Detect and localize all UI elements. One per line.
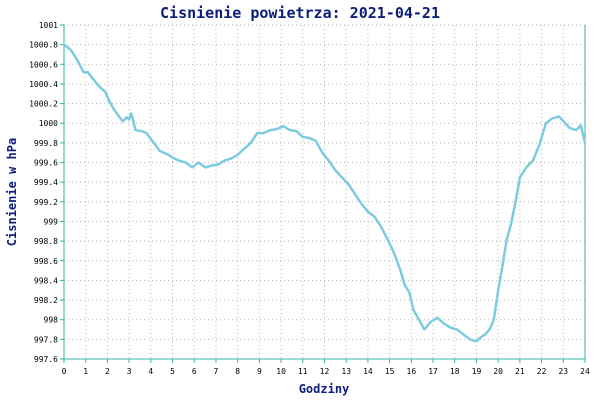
x-tick-label: 16 (407, 367, 417, 376)
y-tick-label: 998.4 (34, 276, 58, 285)
y-tick-label: 1001 (39, 21, 58, 30)
y-tick-label: 998.6 (34, 257, 58, 266)
x-tick-label: 1 (83, 367, 88, 376)
x-tick-label: 15 (385, 367, 395, 376)
x-tick-label: 14 (363, 367, 373, 376)
x-tick-label: 20 (493, 367, 503, 376)
chart-title: Cisnienie powietrza: 2021-04-21 (160, 4, 440, 22)
axes (63, 25, 586, 360)
x-axis-label: Godziny (299, 382, 350, 396)
x-tick-label: 21 (515, 367, 525, 376)
y-tick-label: 1000 (39, 119, 58, 128)
y-tick-label: 1000.6 (29, 60, 58, 69)
y-tick-label: 1000.2 (29, 100, 58, 109)
y-tick-label: 1000.8 (29, 41, 58, 50)
y-tick-label: 999.8 (34, 139, 58, 148)
y-tick-label: 997.8 (34, 335, 58, 344)
series-line-0 (62, 43, 587, 343)
x-tick-label: 17 (428, 367, 438, 376)
y-tick-label: 998.2 (34, 296, 58, 305)
y-tick-label: 997.6 (34, 355, 58, 364)
x-tick-label: 0 (62, 367, 67, 376)
x-tick-label: 2 (105, 367, 110, 376)
x-tick-label: 13 (341, 367, 351, 376)
x-tick-label: 4 (148, 367, 153, 376)
y-axis-ticks: 997.6 997.8 998 998.2 998.4 998.6 998.8 999 999.… (29, 21, 64, 364)
x-tick-label: 23 (558, 367, 568, 376)
x-axis-ticks: 0 1 2 3 4 5 6 7 8 9 10 11 12 13 14 15 16 17 18 19 20 21 22 23 24 (62, 359, 590, 376)
x-tick-label: 10 (276, 367, 286, 376)
y-tick-label: 999 (44, 217, 59, 226)
y-tick-label: 999.4 (34, 178, 58, 187)
y-tick-label: 998.8 (34, 237, 58, 246)
series-group (62, 43, 587, 343)
x-tick-label: 7 (214, 367, 219, 376)
y-tick-label: 999.6 (34, 159, 58, 168)
y-tick-label: 1000.4 (29, 80, 58, 89)
grid (63, 24, 586, 360)
x-tick-label: 6 (192, 367, 197, 376)
x-tick-label: 22 (537, 367, 547, 376)
x-tick-label: 3 (127, 367, 132, 376)
y-tick-label: 998 (44, 316, 59, 325)
x-tick-label: 19 (472, 367, 482, 376)
x-tick-label: 8 (235, 367, 240, 376)
x-tick-label: 9 (257, 367, 262, 376)
x-tick-label: 5 (170, 367, 175, 376)
y-axis-label: Cisnienie w hPa (5, 138, 19, 246)
x-tick-label: 24 (580, 367, 590, 376)
x-tick-label: 12 (320, 367, 330, 376)
x-tick-label: 18 (450, 367, 460, 376)
y-tick-label: 999.2 (34, 198, 58, 207)
x-tick-label: 11 (298, 367, 308, 376)
